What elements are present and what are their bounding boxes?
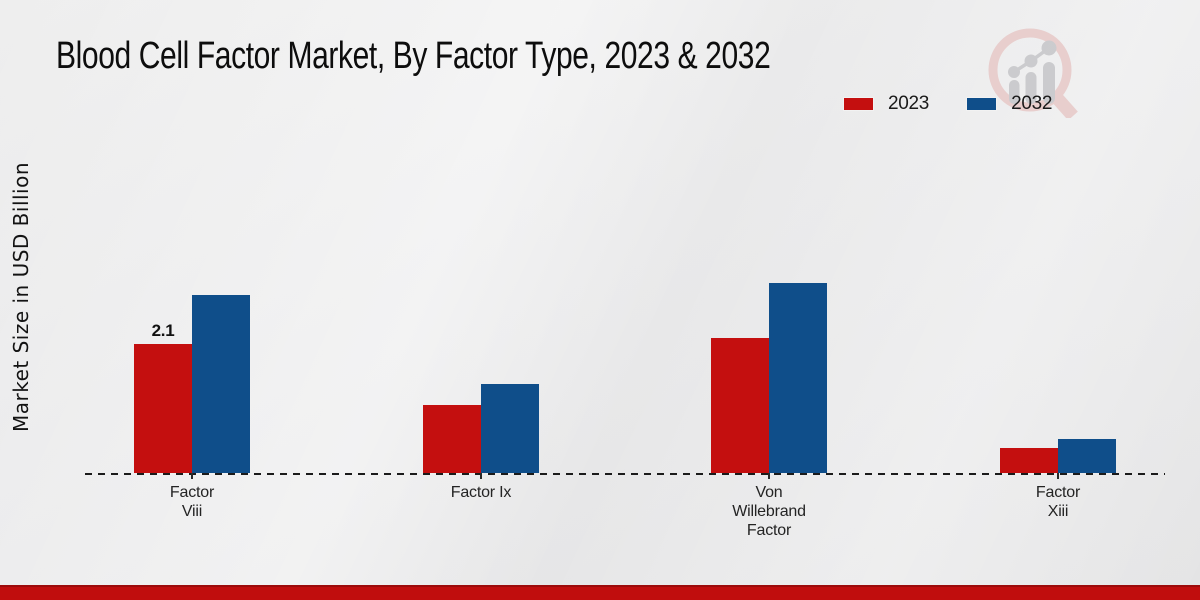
legend-item-2023: 2023	[843, 93, 929, 115]
bar-2032-factor-xiii	[1058, 439, 1116, 473]
legend: 2023 2032	[843, 93, 1052, 115]
chart-title-text: Blood Cell Factor Market, By Factor Type…	[56, 35, 771, 77]
legend-swatch-2032	[966, 97, 998, 111]
x-axis-tick-von-willebrand-factor	[768, 473, 770, 479]
bar-2023-von-willebrand-factor	[711, 338, 769, 473]
x-axis-tick-factor-xiii	[1057, 473, 1059, 479]
legend-label-2032: 2032	[1011, 93, 1053, 114]
category-label-factor-viii: Factor Viii	[169, 484, 215, 520]
bar-2023-factor-ix	[423, 405, 481, 473]
legend-item-2032: 2032	[966, 93, 1052, 115]
category-label-factor-ix: Factor Ix	[450, 484, 512, 501]
bar-2032-von-willebrand-factor	[769, 283, 827, 473]
bar-2023-factor-viii	[134, 344, 192, 473]
x-axis-tick-factor-viii	[191, 473, 193, 479]
footer-red-bar	[0, 585, 1200, 600]
category-label-von-willebrand-factor: Von Willebrand Factor	[732, 484, 806, 539]
brand-logo-icon	[988, 28, 1078, 118]
bar-2032-factor-ix	[481, 384, 539, 473]
category-label-factor-xiii: Factor Xiii	[1035, 484, 1081, 520]
chart-title: Blood Cell Factor Market, By Factor Type…	[56, 35, 960, 78]
legend-swatch-2023	[843, 97, 874, 111]
legend-label-2023: 2023	[888, 93, 930, 114]
bar-2023-factor-xiii	[1000, 448, 1058, 473]
bar-2032-factor-viii	[192, 295, 250, 473]
bar-value-label-2023-factor-viii: 2.1	[151, 321, 175, 340]
x-axis-tick-factor-ix	[480, 473, 482, 479]
x-axis-baseline	[85, 473, 1165, 475]
